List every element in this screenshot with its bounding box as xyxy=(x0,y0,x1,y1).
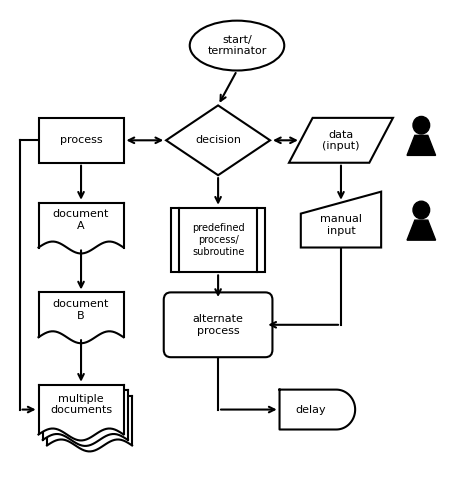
Polygon shape xyxy=(43,390,128,446)
Text: process: process xyxy=(60,136,102,145)
Bar xyxy=(38,118,124,162)
Text: document
A: document A xyxy=(53,210,109,231)
Circle shape xyxy=(413,116,429,134)
Text: multiple
documents: multiple documents xyxy=(50,394,112,415)
Text: decision: decision xyxy=(195,136,241,145)
Ellipse shape xyxy=(190,20,284,70)
Bar xyxy=(171,208,265,272)
Text: document
B: document B xyxy=(53,299,109,320)
Text: manual
input: manual input xyxy=(320,214,362,236)
FancyBboxPatch shape xyxy=(164,292,273,357)
Text: predefined
process/
subroutine: predefined process/ subroutine xyxy=(192,224,245,256)
Polygon shape xyxy=(280,390,355,430)
Text: alternate
process: alternate process xyxy=(192,314,244,336)
Polygon shape xyxy=(47,396,132,452)
Polygon shape xyxy=(301,192,381,248)
Text: delay: delay xyxy=(296,404,327,414)
Polygon shape xyxy=(38,384,124,440)
Polygon shape xyxy=(407,136,436,156)
Text: start/
terminator: start/ terminator xyxy=(207,35,267,56)
Text: data
(input): data (input) xyxy=(322,130,360,151)
Polygon shape xyxy=(38,292,124,343)
Polygon shape xyxy=(38,202,124,254)
Polygon shape xyxy=(407,220,436,240)
Polygon shape xyxy=(289,118,393,162)
Circle shape xyxy=(413,201,429,219)
Polygon shape xyxy=(166,106,270,175)
